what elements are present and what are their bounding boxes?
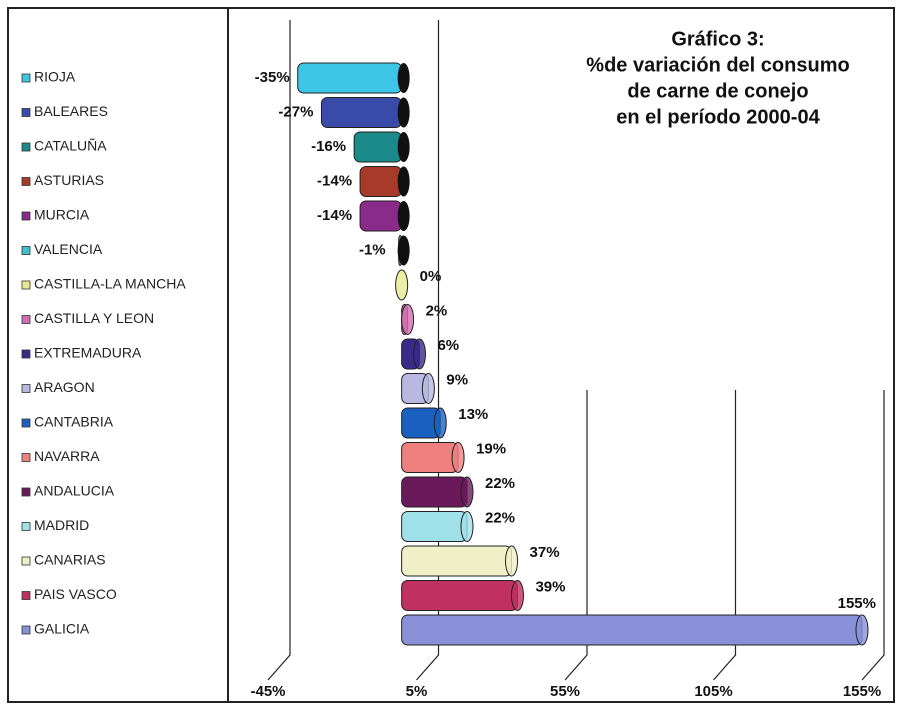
x-tick-label: 105% <box>694 683 732 700</box>
grid-line <box>861 390 885 681</box>
bar <box>401 442 465 473</box>
legend-swatch <box>21 522 31 531</box>
chart-title: %de variación del consumo <box>586 54 849 76</box>
x-tick-label: 155% <box>843 683 881 700</box>
grid-line <box>416 20 440 681</box>
data-label: -14% <box>317 207 352 224</box>
x-tick-label: -45% <box>250 683 285 700</box>
legend-swatch <box>21 384 31 393</box>
legend-label: CASTILLA Y LEON <box>34 310 154 326</box>
grid-line <box>267 20 291 681</box>
legend-swatch <box>21 315 31 324</box>
legend-swatch <box>21 453 31 462</box>
legend-label: ANDALUCIA <box>34 483 115 499</box>
legend-swatch <box>21 625 31 635</box>
data-label: 9% <box>446 371 468 388</box>
legend-swatch <box>21 246 31 255</box>
chart-title: de carne de conejo <box>627 80 808 102</box>
legend-swatch <box>21 280 31 290</box>
bar <box>397 235 410 266</box>
data-label: -1% <box>359 241 386 258</box>
data-label: 39% <box>535 578 565 595</box>
legend-swatch <box>21 487 31 497</box>
legend-swatch <box>21 108 31 117</box>
data-label: 22% <box>485 475 515 492</box>
legend-label: CASTILLA-LA MANCHA <box>34 276 186 292</box>
bar <box>320 97 410 128</box>
legend-swatch <box>21 177 31 186</box>
bar <box>401 304 415 335</box>
legend-label: ARAGON <box>34 379 95 395</box>
legend-swatch <box>21 591 31 600</box>
legend-swatch <box>21 211 31 221</box>
data-label: 22% <box>485 509 515 526</box>
data-label: 6% <box>437 337 459 354</box>
legend-label: MURCIA <box>34 207 90 223</box>
legend-label: VALENCIA <box>34 241 103 257</box>
data-label: 19% <box>476 440 506 457</box>
legend-label: CATALUÑA <box>34 138 107 154</box>
data-label: 0% <box>420 268 442 285</box>
legend-swatch <box>21 556 31 566</box>
legend-label: EXTREMADURA <box>34 345 142 361</box>
legend-label: NAVARRA <box>34 448 100 464</box>
x-tick-label: 5% <box>406 683 428 700</box>
data-label: 155% <box>838 595 876 612</box>
grid-line <box>564 390 588 681</box>
bar <box>297 62 410 94</box>
data-label: -27% <box>278 103 313 120</box>
legend-label: PAIS VASCO <box>34 586 117 602</box>
legend-label: CANTABRIA <box>34 414 114 430</box>
legend-label: ASTURIAS <box>34 172 104 188</box>
bar <box>401 338 426 370</box>
data-label: -16% <box>311 138 346 155</box>
data-label: 37% <box>530 544 560 561</box>
legend-swatch <box>21 73 31 83</box>
x-tick-label: 55% <box>550 683 580 700</box>
chart-title: Gráfico 3: <box>671 28 764 50</box>
data-label: -35% <box>255 69 290 86</box>
legend-label: RIOJA <box>34 69 76 85</box>
data-label: 2% <box>426 302 448 319</box>
bar <box>401 614 869 646</box>
bar <box>401 511 474 542</box>
legend-label: CANARIAS <box>34 552 106 568</box>
legend-label: GALICIA <box>34 621 90 637</box>
legend-swatch <box>21 142 31 152</box>
data-label: -14% <box>317 172 352 189</box>
bar <box>401 580 524 611</box>
bar <box>359 166 410 197</box>
grid-line <box>713 390 737 681</box>
bar <box>401 407 447 439</box>
bar <box>401 545 519 577</box>
data-label: 13% <box>458 406 488 423</box>
bar <box>401 373 435 404</box>
bar <box>353 131 410 163</box>
bar <box>395 269 409 301</box>
bar <box>359 200 410 232</box>
legend-label: MADRID <box>34 517 89 533</box>
legend-swatch <box>21 349 31 359</box>
bar <box>401 476 474 508</box>
legend-label: BALEARES <box>34 103 108 119</box>
chart-title: en el período 2000-04 <box>616 106 820 128</box>
legend-swatch <box>21 418 31 428</box>
